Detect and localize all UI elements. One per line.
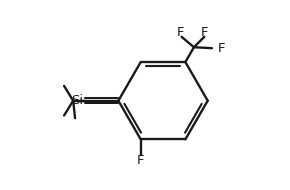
Text: F: F <box>137 154 144 167</box>
Text: F: F <box>201 26 208 39</box>
Text: Si: Si <box>71 94 83 107</box>
Text: F: F <box>217 42 225 55</box>
Text: F: F <box>177 26 184 39</box>
